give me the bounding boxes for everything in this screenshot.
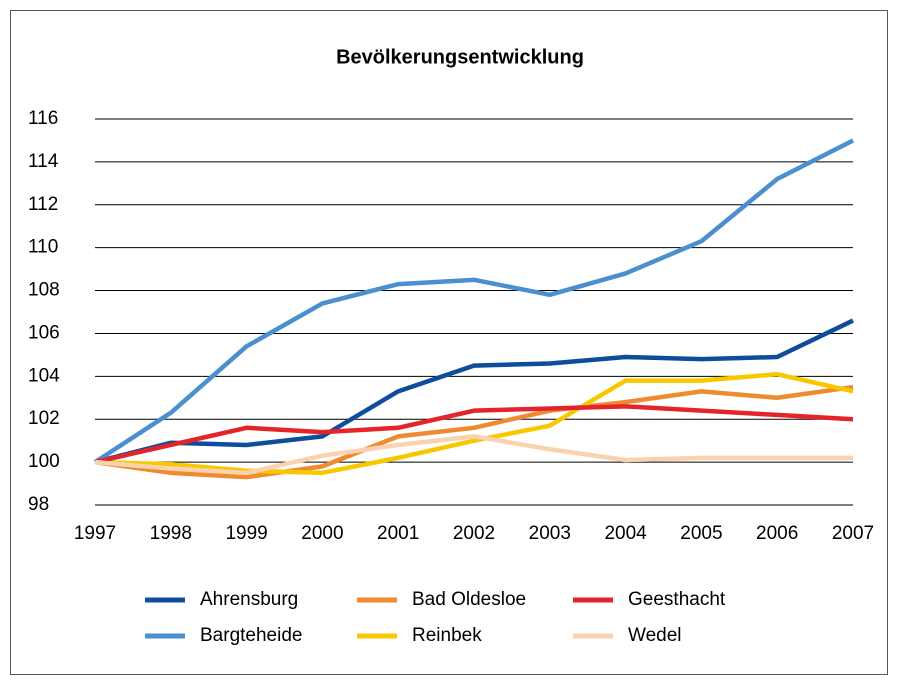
x-tick-label: 2000 [301, 523, 343, 544]
y-tick-label: 102 [28, 408, 60, 429]
x-tick-label: 2004 [604, 523, 647, 544]
series-line [93, 138, 855, 464]
legend-label: Ahrensburg [200, 589, 298, 610]
chart-title: Bevölkerungsentwicklung [336, 46, 584, 68]
y-tick-label: 112 [28, 194, 58, 215]
x-tick-label: 2002 [453, 523, 495, 544]
x-tick-label: 2005 [680, 523, 722, 544]
legend-label: Bad Oldesloe [412, 589, 526, 610]
x-tick-label: 2006 [756, 523, 798, 544]
y-tick-label: 108 [28, 280, 60, 301]
y-tick-label: 106 [28, 322, 60, 343]
chart-border [10, 10, 888, 675]
series-line [94, 371, 854, 476]
y-tick-label: 98 [28, 494, 49, 515]
y-tick-label: 104 [28, 365, 60, 386]
y-tick-label: 100 [28, 451, 60, 472]
series-line [94, 318, 854, 465]
legend-label: Reinbek [412, 625, 482, 646]
series-line [94, 384, 854, 480]
y-tick-label: 114 [28, 151, 59, 172]
legend-label: Geesthacht [628, 589, 726, 610]
x-tick-label: 2001 [377, 523, 419, 544]
x-tick-label: 1999 [225, 523, 267, 544]
y-tick-label: 116 [28, 108, 58, 129]
legend-label: Bargteheide [200, 625, 302, 646]
x-tick-label: 2003 [529, 523, 571, 544]
series-line [94, 404, 854, 465]
legend-label: Wedel [628, 625, 682, 646]
series-line [94, 434, 853, 476]
x-tick-label: 1997 [74, 523, 116, 544]
x-tick-label: 2007 [832, 523, 874, 544]
y-tick-label: 110 [28, 237, 58, 258]
x-tick-label: 1998 [150, 523, 192, 544]
